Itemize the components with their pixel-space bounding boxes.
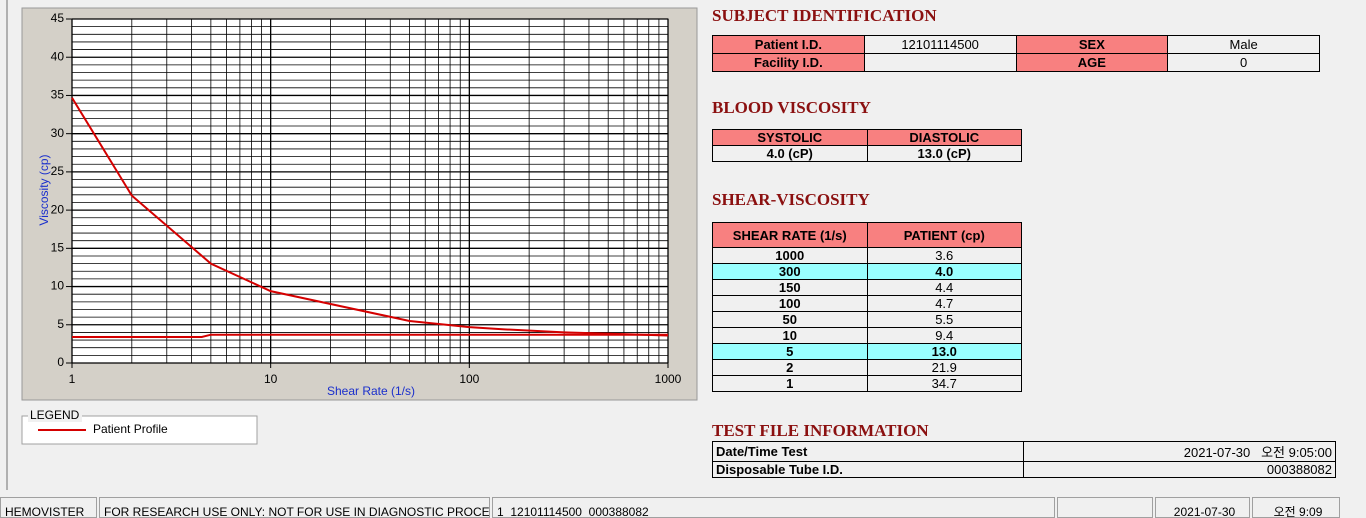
legend-label: Patient Profile xyxy=(93,422,168,436)
cell: 4.4 xyxy=(866,279,1022,296)
cell: 2021-07-30 오전 9:05:00 xyxy=(1023,441,1336,462)
cell: 10 xyxy=(712,327,868,344)
status-cell: FOR RESEARCH USE ONLY: NOT FOR USE IN DI… xyxy=(99,497,490,518)
data-line xyxy=(72,333,668,339)
cell: PATIENT (cp) xyxy=(866,222,1022,248)
x-tick-label: 1000 xyxy=(655,372,682,386)
table-row: 2 21.9 xyxy=(712,359,1022,376)
x-tick-label: 100 xyxy=(459,372,479,386)
section-title: BLOOD VISCOSITY xyxy=(712,98,871,117)
cell: DIASTOLIC xyxy=(866,129,1022,146)
cell: 4.7 xyxy=(866,295,1022,312)
y-tick-label: 0 xyxy=(57,355,64,369)
cell: Facility I.D. xyxy=(712,53,865,72)
cell: Disposable Tube I.D. xyxy=(712,461,1024,478)
plot-area xyxy=(72,19,668,363)
x-tick-label: 10 xyxy=(264,372,278,386)
y-axis-label: Viscosity (cp) xyxy=(37,154,51,225)
status-cell: 오전 9:09 xyxy=(1252,497,1340,518)
table-row: 5 13.0 xyxy=(712,343,1022,360)
table-row: 150 4.4 xyxy=(712,279,1022,296)
cell: AGE xyxy=(1015,53,1169,72)
blood-table: SYSTOLIC DIASTOLIC 4.0 (cP) 13.0 (cP) xyxy=(712,129,1022,162)
table-row: 1 34.7 xyxy=(712,375,1022,392)
cell: 21.9 xyxy=(866,359,1022,376)
cell: SYSTOLIC xyxy=(712,129,868,146)
data-line xyxy=(71,97,669,337)
y-tick-label: 5 xyxy=(57,317,64,331)
cell: 150 xyxy=(712,279,868,296)
legend-title: LEGEND xyxy=(30,408,80,422)
cell: 0 xyxy=(1167,53,1320,72)
cell: 3.6 xyxy=(866,247,1022,264)
cell: Male xyxy=(1167,35,1320,54)
status-cell: 2021-07-30 xyxy=(1155,497,1250,518)
y-tick-label: 40 xyxy=(51,49,65,63)
cell: Date/Time Test xyxy=(712,441,1024,462)
cell: 13.0 xyxy=(866,343,1022,360)
test-file-table: Date/Time Test 2021-07-30 오전 9:05:00 Disp… xyxy=(712,441,1336,478)
table-row: 10 9.4 xyxy=(712,327,1022,344)
cell: 9.4 xyxy=(866,327,1022,344)
section-title: TEST FILE INFORMATION xyxy=(712,421,929,440)
frame-edge xyxy=(6,0,8,490)
subject-table: Patient I.D. 12101114500 SEX Male Facility … xyxy=(712,35,1320,72)
cell: 4.0 xyxy=(866,263,1022,280)
y-tick-label: 45 xyxy=(51,11,65,25)
section-title: SUBJECT IDENTIFICATION xyxy=(712,6,937,25)
cell: 300 xyxy=(712,263,868,280)
status-cell: 1 12101114500 000388082 xyxy=(492,497,1055,518)
cell: 12101114500 xyxy=(863,35,1017,54)
cell: 13.0 (cP) xyxy=(866,145,1022,162)
cell: 2 xyxy=(712,359,868,376)
x-axis-label: Shear Rate (1/s) xyxy=(327,384,415,398)
y-tick-label: 25 xyxy=(51,164,65,178)
table-row: 50 5.5 xyxy=(712,311,1022,328)
x-tick-label: 1 xyxy=(69,372,76,386)
shear-table: SHEAR RATE (1/s) PATIENT (cp) 1000 3.6 300 4… xyxy=(712,222,1022,392)
cell: 1 xyxy=(712,375,868,392)
cell: 100 xyxy=(712,295,868,312)
y-tick-label: 35 xyxy=(51,88,65,102)
cell: 50 xyxy=(712,311,868,328)
y-tick-label: 30 xyxy=(51,126,65,140)
cell: 5.5 xyxy=(866,311,1022,328)
cell xyxy=(863,53,1017,72)
status-cell: HEMOVISTER xyxy=(0,497,97,518)
cell: 000388082 xyxy=(1023,461,1336,478)
legend-title-bg xyxy=(28,409,82,422)
plot-border xyxy=(71,18,669,364)
cell: 5 xyxy=(712,343,868,360)
cell: Patient I.D. xyxy=(712,35,865,54)
y-tick-label: 15 xyxy=(51,241,65,255)
cell: SEX xyxy=(1015,35,1169,54)
chart: Shear Rate (1/s) Viscosity (cp) LEGEND 1… xyxy=(21,7,698,445)
cell: 4.0 (cP) xyxy=(712,145,868,162)
cell: 1000 xyxy=(712,247,868,264)
y-tick-label: 10 xyxy=(51,279,65,293)
table-row: 100 4.7 xyxy=(712,295,1022,312)
cell: SHEAR RATE (1/s) xyxy=(712,222,868,248)
status-cell xyxy=(1057,497,1153,518)
table-row: 300 4.0 xyxy=(712,263,1022,280)
cell: 34.7 xyxy=(866,375,1022,392)
section-title: SHEAR-VISCOSITY xyxy=(712,190,870,209)
y-tick-label: 20 xyxy=(51,202,65,216)
table-row: 1000 3.6 xyxy=(712,247,1022,264)
